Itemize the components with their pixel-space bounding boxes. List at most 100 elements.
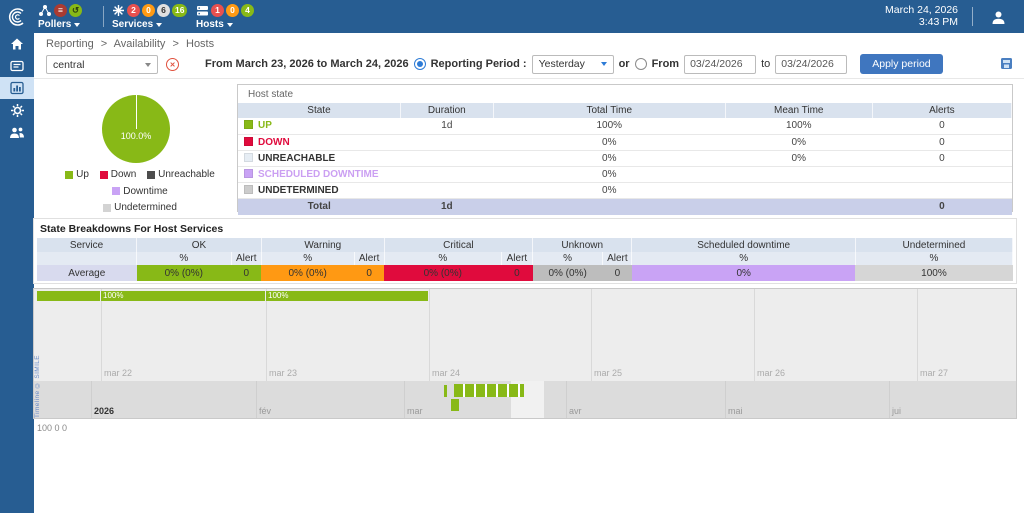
- sub-alert: Alert: [602, 252, 633, 265]
- timeline-gridline: [889, 381, 890, 418]
- timeline-gridline: [591, 289, 592, 381]
- period-custom-radio[interactable]: [634, 58, 647, 70]
- duration-value: [400, 182, 494, 199]
- timeline-gridline: [917, 289, 918, 381]
- period-preset-radio[interactable]: [413, 58, 426, 70]
- scheduled-downtime-pct-cell: 0%: [631, 265, 856, 281]
- state-link[interactable]: SCHEDULED DOWNTIME: [258, 168, 379, 180]
- mean-time-value: 0%: [725, 150, 873, 167]
- sidebar-item-administration[interactable]: [0, 121, 34, 143]
- col-scheduled-downtime: Scheduled downtime: [631, 238, 856, 252]
- col-unknown: Unknown: [532, 238, 633, 252]
- pollers-menu[interactable]: ≡ ↺ Pollers: [38, 3, 83, 30]
- clear-filter-icon[interactable]: ✕: [166, 58, 179, 71]
- state-link[interactable]: UNDETERMINED: [258, 184, 339, 196]
- pollers-badge-latency[interactable]: ↺: [69, 3, 83, 17]
- services-menu-label: Services: [112, 19, 154, 30]
- state-swatch: [244, 168, 253, 178]
- state-link[interactable]: DOWN: [258, 136, 290, 148]
- current-date: March 24, 2026: [885, 4, 958, 16]
- warning-alert-cell: 0: [354, 265, 385, 281]
- chevron-down-icon: [226, 22, 233, 27]
- timeline-footer-values: 100 0 0: [37, 423, 68, 433]
- state-swatch: [244, 136, 253, 146]
- col-mean-time: Mean Time: [725, 103, 873, 118]
- availability-timeline[interactable]: 100% 100% mar 22 mar 23 mar 24 mar 25 ma…: [33, 288, 1017, 419]
- breadcrumb-reporting[interactable]: Reporting: [46, 38, 94, 50]
- pollers-badge-database[interactable]: ≡: [54, 3, 67, 17]
- col-alerts: Alerts: [872, 103, 1013, 118]
- from-label: From: [651, 58, 680, 70]
- hosts-down-badge[interactable]: 1: [211, 3, 224, 17]
- duration-value: 1d: [400, 118, 494, 135]
- sub-alert: Alert: [354, 252, 385, 265]
- total-time-value: 100%: [493, 118, 726, 135]
- user-profile-button[interactable]: [988, 7, 1008, 27]
- host-state-table: State Duration Total Time Mean Time Aler…: [238, 103, 1013, 215]
- state-link[interactable]: UNREACHABLE: [258, 152, 336, 164]
- day-tick-label: mar 26: [757, 368, 786, 378]
- sidebar-item-configuration[interactable]: [0, 99, 34, 121]
- centreon-logo[interactable]: [0, 0, 34, 33]
- breadcrumb-availability[interactable]: Availability: [113, 38, 166, 50]
- timeline-gridline: [754, 289, 755, 381]
- users-icon: [10, 127, 24, 138]
- sub-pct: %: [384, 252, 502, 265]
- apply-period-button[interactable]: Apply period: [860, 54, 943, 74]
- timeline-day-band[interactable]: 100% 100% mar 22 mar 23 mar 24 mar 25 ma…: [34, 289, 1016, 381]
- period-select[interactable]: Yesterday: [531, 54, 614, 74]
- state-swatch: [244, 120, 253, 130]
- month-tick-label: fév: [259, 406, 272, 416]
- topbar-divider: [103, 6, 104, 27]
- uptime-bar: 100%: [101, 291, 265, 301]
- day-tick-label: mar 24: [432, 368, 461, 378]
- col-service: Service: [37, 238, 137, 252]
- sub-alert: Alert: [231, 252, 262, 265]
- sidebar-item-home[interactable]: [0, 33, 34, 55]
- month-tick-label: avr: [569, 406, 582, 416]
- day-tick-label: mar 25: [594, 368, 623, 378]
- unknown-pct-cell: 0% (0%): [532, 265, 603, 281]
- export-csv-icon[interactable]: [1000, 57, 1013, 70]
- legend-item-unreachable: Unreachable: [147, 167, 215, 182]
- services-warning-badge[interactable]: 0: [142, 3, 155, 17]
- breakdowns-title: State Breakdowns For Host Services: [40, 223, 224, 235]
- mean-time-value: [725, 166, 873, 183]
- pollers-menu-label: Pollers: [38, 19, 72, 30]
- month-tick-label: 2026: [94, 406, 115, 416]
- bar-chart-icon: [10, 81, 24, 95]
- monitoring-icon: [10, 60, 24, 72]
- empty-cell: [493, 198, 726, 215]
- to-date-input[interactable]: [775, 54, 848, 74]
- services-critical-badge[interactable]: 2: [127, 3, 140, 17]
- hosts-up-badge[interactable]: 4: [241, 3, 254, 17]
- state-link[interactable]: UP: [258, 120, 272, 132]
- host-state-panel-title: Host state: [248, 89, 294, 100]
- legend-swatch: [103, 203, 112, 212]
- host-select[interactable]: central: [46, 55, 158, 74]
- hosts-unreachable-badge[interactable]: 0: [226, 3, 239, 17]
- date-range-text: From March 23, 2026 to March 24, 2026: [205, 58, 409, 70]
- pie-slice-border: [136, 95, 137, 129]
- mean-time-value: 100%: [725, 118, 873, 135]
- sub-pct: %: [855, 252, 1014, 265]
- services-ok-badge[interactable]: 16: [172, 3, 188, 17]
- breakdowns-table: Service OK Warning Critical Unknown Sche…: [37, 238, 1014, 281]
- month-tick-label: mar: [407, 406, 423, 416]
- chevron-down-icon: [156, 22, 163, 27]
- mean-time-value: 0%: [725, 134, 873, 151]
- undetermined-pct-cell: 100%: [855, 265, 1013, 281]
- alerts-value: 0: [872, 134, 1012, 151]
- sidebar-item-reporting[interactable]: [0, 77, 34, 99]
- hosts-menu[interactable]: 1 0 4 Hosts: [196, 3, 254, 30]
- services-pending-badge[interactable]: 6: [157, 3, 170, 17]
- legend-swatch: [65, 170, 74, 179]
- breadcrumb-hosts[interactable]: Hosts: [186, 38, 215, 50]
- timeline-gridline: [91, 381, 92, 418]
- from-date-input[interactable]: [684, 54, 757, 74]
- sidebar-item-monitoring[interactable]: [0, 55, 34, 77]
- timeline-gridline: [404, 381, 405, 418]
- total-label: Total: [238, 198, 401, 215]
- services-menu[interactable]: 2 0 6 16 Services: [112, 3, 188, 30]
